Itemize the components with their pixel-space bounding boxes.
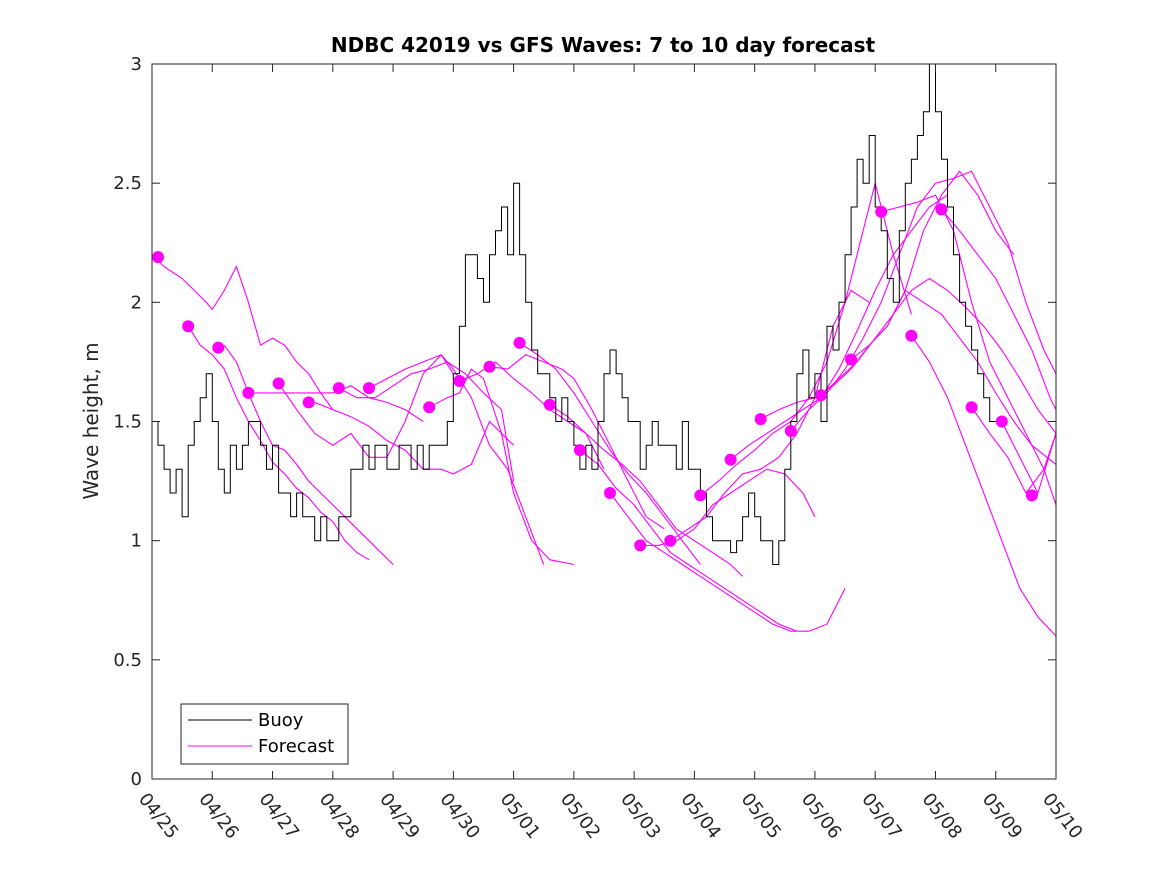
series-layer: [151, 63, 1057, 637]
y-axis-label: Wave height, m: [79, 342, 103, 499]
x-tick-label: 04/29: [375, 789, 423, 843]
forecast-marker-25: [935, 203, 948, 216]
forecast-line-2: [223, 344, 394, 565]
x-tick-label: 04/27: [255, 789, 303, 843]
buoy-line: [152, 63, 996, 565]
forecast-line-0: [151, 254, 334, 410]
x-tick-label: 05/05: [737, 789, 785, 843]
forecast-line-16: [669, 289, 870, 542]
x-tick-label: 05/08: [918, 789, 966, 843]
forecast-marker-10: [483, 360, 496, 373]
forecast-marker-18: [724, 453, 737, 466]
x-tick-label: 05/07: [857, 789, 905, 843]
legend-forecast-label: Forecast: [258, 736, 334, 757]
forecast-marker-22: [845, 353, 858, 366]
x-tick-label: 05/09: [978, 789, 1026, 843]
forecast-line-18: [730, 194, 948, 461]
x-tick-label: 04/30: [435, 789, 483, 843]
chart-title: NDBC 42019 vs GFS Waves: 7 to 10 day for…: [331, 33, 876, 57]
forecast-marker-6: [332, 382, 345, 395]
x-tick-label: 05/10: [1038, 789, 1086, 843]
forecast-line-3: [254, 385, 424, 422]
forecast-line-24: [910, 335, 1057, 637]
forecast-marker-0: [152, 251, 164, 264]
legend-buoy-label: Buoy: [258, 710, 304, 731]
forecast-line-9: [459, 361, 605, 470]
x-tick-label: 04/25: [134, 789, 182, 843]
forecast-marker-11: [513, 336, 526, 349]
forecast-marker-1: [182, 320, 195, 333]
forecast-marker-23: [875, 205, 888, 218]
legend-box: [180, 703, 349, 765]
forecast-marker-4: [272, 377, 285, 390]
forecast-marker-12: [543, 398, 556, 411]
forecast-marker-7: [363, 382, 375, 395]
forecast-line-27: [1001, 421, 1057, 495]
forecast-line-7: [368, 354, 545, 565]
forecast-line-23: [881, 194, 1057, 506]
forecast-marker-14: [604, 487, 616, 499]
forecast-marker-26: [965, 401, 978, 414]
legend: Buoy Forecast: [180, 703, 349, 765]
forecast-marker-16: [664, 534, 677, 547]
y-tick-label: 0.5: [113, 650, 142, 671]
forecast-marker-3: [242, 386, 255, 399]
forecast-line-21: [820, 277, 1057, 434]
forecast-line-11: [519, 342, 701, 565]
forecast-line-25: [941, 209, 1057, 410]
forecast-line-10: [489, 354, 665, 530]
x-tick-label: 05/03: [616, 789, 664, 843]
y-tick-label: 0: [131, 769, 142, 790]
x-tick-label: 05/02: [556, 789, 604, 843]
forecast-marker-8: [423, 401, 436, 414]
forecast-marker-27: [995, 415, 1008, 428]
forecast-marker-15: [634, 539, 647, 552]
forecast-marker-5: [302, 396, 315, 409]
x-tick-label: 05/06: [797, 789, 845, 843]
forecast-marker-20: [784, 425, 797, 437]
x-tick-label: 04/26: [194, 789, 242, 843]
forecast-marker-2: [212, 341, 225, 354]
y-tick-label: 3: [131, 54, 142, 75]
forecast-marker-17: [694, 489, 707, 502]
y-tick-label: 1.5: [113, 412, 142, 433]
forecast-marker-28: [1025, 489, 1038, 502]
forecast-marker-13: [573, 444, 586, 457]
forecast-line-14: [609, 492, 846, 632]
x-tick-label: 05/04: [676, 789, 724, 843]
x-tick-label: 04/28: [315, 789, 363, 843]
y-tick-label: 2: [131, 292, 142, 313]
y-tick-label: 1: [131, 531, 142, 552]
forecast-line-22: [850, 289, 1057, 465]
forecast-line-26: [971, 406, 1057, 495]
x-tick-label: 05/01: [496, 789, 544, 843]
forecast-marker-19: [754, 413, 767, 426]
forecast-line-5: [314, 401, 514, 475]
forecast-line-12: [549, 404, 743, 577]
forecast-marker-21: [815, 389, 827, 402]
forecast-line-13: [579, 449, 798, 632]
forecast-marker-24: [905, 329, 918, 342]
forecast-marker-9: [453, 375, 466, 387]
y-tick-label: 2.5: [113, 173, 142, 194]
